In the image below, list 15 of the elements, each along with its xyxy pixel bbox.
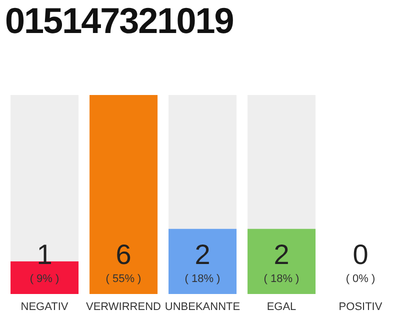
data-label: ( 9% ) [30, 273, 60, 285]
annotation: 0 [352, 239, 368, 270]
annotation: 2 [274, 239, 290, 270]
data-label: ( 18% ) [264, 273, 300, 285]
annotation: 2 [194, 239, 210, 270]
data-label: ( 0% ) [346, 273, 376, 285]
annotation: 6 [116, 239, 132, 270]
x-tick-label: VERWIRREND [86, 300, 162, 313]
chart-title: 015147321019 [5, 0, 234, 42]
data-label: ( 18% ) [184, 273, 220, 285]
x-tick-label: UNBEKANNTE [164, 300, 240, 313]
x-tick-label: POSITIV [338, 300, 383, 313]
x-tick-label: NEGATIV [20, 300, 69, 313]
x-tick-label: EGAL [266, 300, 296, 313]
data-label: ( 55% ) [106, 273, 142, 285]
